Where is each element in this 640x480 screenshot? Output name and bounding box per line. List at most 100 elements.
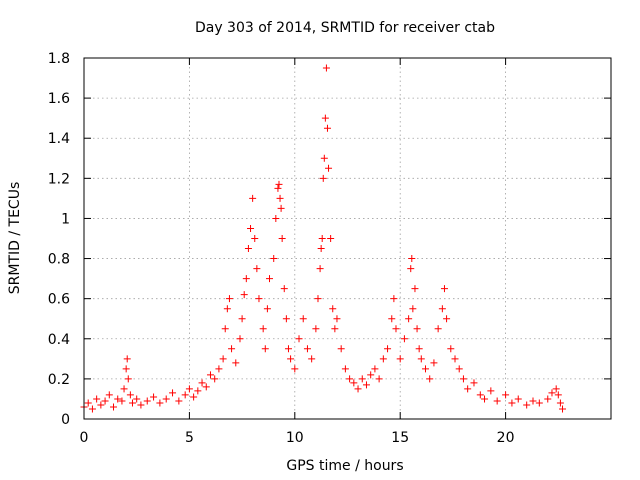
y-tick-label: 1: [61, 211, 70, 227]
data-point: [426, 375, 434, 383]
data-point: [263, 305, 271, 313]
data-point: [317, 245, 325, 253]
y-axis-label: SRMTID / TECUs: [7, 182, 23, 295]
data-point: [358, 375, 366, 383]
data-point: [434, 325, 442, 333]
data-point: [133, 395, 141, 403]
data-point: [430, 359, 438, 367]
data-point: [337, 345, 345, 353]
data-point: [322, 64, 330, 72]
x-tick-label: 0: [80, 430, 89, 446]
data-point: [277, 204, 285, 212]
data-point: [244, 245, 252, 253]
y-ticks: 0 0.2 0.4 0.6 0.8 1 1.2 1.4 1.6 1.8: [48, 51, 611, 428]
data-point: [470, 379, 478, 387]
data-point: [523, 401, 531, 409]
data-point: [274, 184, 282, 192]
data-point: [295, 335, 303, 343]
data-point: [320, 154, 328, 162]
data-point: [316, 265, 324, 273]
data-point: [323, 124, 331, 132]
data-point: [190, 393, 198, 401]
data-point: [548, 389, 556, 397]
data-point: [405, 315, 413, 323]
data-point: [284, 345, 292, 353]
data-point: [105, 391, 113, 399]
data-point: [253, 265, 261, 273]
y-tick-label: 0.4: [48, 332, 70, 348]
data-point: [362, 381, 370, 389]
data-point: [110, 403, 118, 411]
grid: [84, 58, 611, 419]
data-point: [375, 375, 383, 383]
chart-title: Day 303 of 2014, SRMTID for receiver cta…: [195, 20, 495, 36]
data-point: [390, 295, 398, 303]
data-point: [502, 391, 510, 399]
data-point: [312, 325, 320, 333]
data-point: [554, 391, 562, 399]
data-point: [291, 365, 299, 373]
data-point: [481, 395, 489, 403]
y-tick-label: 0.2: [48, 372, 70, 388]
data-point: [97, 401, 105, 409]
data-point: [122, 365, 130, 373]
data-point: [215, 365, 223, 373]
data-point: [325, 164, 333, 172]
data-point: [408, 255, 416, 263]
data-point: [266, 275, 274, 283]
data-point: [396, 355, 404, 363]
x-tick-label: 15: [391, 430, 409, 446]
data-point: [232, 359, 240, 367]
data-point: [529, 397, 537, 405]
data-point: [346, 375, 354, 383]
data-point: [308, 355, 316, 363]
data-point: [275, 180, 283, 188]
data-point: [392, 325, 400, 333]
data-point: [202, 383, 210, 391]
data-point: [411, 285, 419, 293]
data-point: [175, 397, 183, 405]
data-point: [371, 365, 379, 373]
data-point: [249, 194, 257, 202]
data-point: [280, 285, 288, 293]
data-point: [255, 295, 263, 303]
data-point: [459, 375, 467, 383]
x-tick-label: 20: [497, 430, 515, 446]
data-point: [240, 291, 248, 299]
data-point: [327, 235, 335, 242]
data-point: [544, 395, 552, 403]
plot-frame: [83, 57, 612, 420]
data-point: [552, 385, 560, 393]
y-tick-label: 1.8: [48, 51, 70, 67]
data-point: [350, 379, 358, 387]
data-point: [126, 391, 134, 399]
data-point: [438, 305, 446, 313]
y-tick-label: 1.4: [48, 131, 70, 147]
data-point: [261, 345, 269, 353]
data-point: [223, 305, 231, 313]
data-point: [123, 355, 131, 363]
points: [80, 64, 567, 413]
data-point: [476, 391, 484, 399]
y-tick-label: 1.2: [48, 171, 70, 187]
data-point: [318, 235, 326, 242]
data-point: [379, 355, 387, 363]
data-point: [211, 375, 219, 383]
data-point: [413, 325, 421, 333]
data-point: [493, 397, 501, 405]
data-point: [219, 355, 227, 363]
data-point: [242, 275, 250, 283]
data-point: [384, 345, 392, 353]
data-point: [198, 379, 206, 387]
data-point: [321, 114, 329, 122]
data-point: [238, 315, 246, 323]
data-point: [143, 397, 151, 405]
data-point: [101, 397, 109, 405]
data-point: [417, 355, 425, 363]
data-point: [400, 335, 408, 343]
data-point: [114, 395, 122, 403]
data-point: [287, 355, 295, 363]
data-point: [169, 389, 177, 397]
data-point: [440, 285, 448, 293]
